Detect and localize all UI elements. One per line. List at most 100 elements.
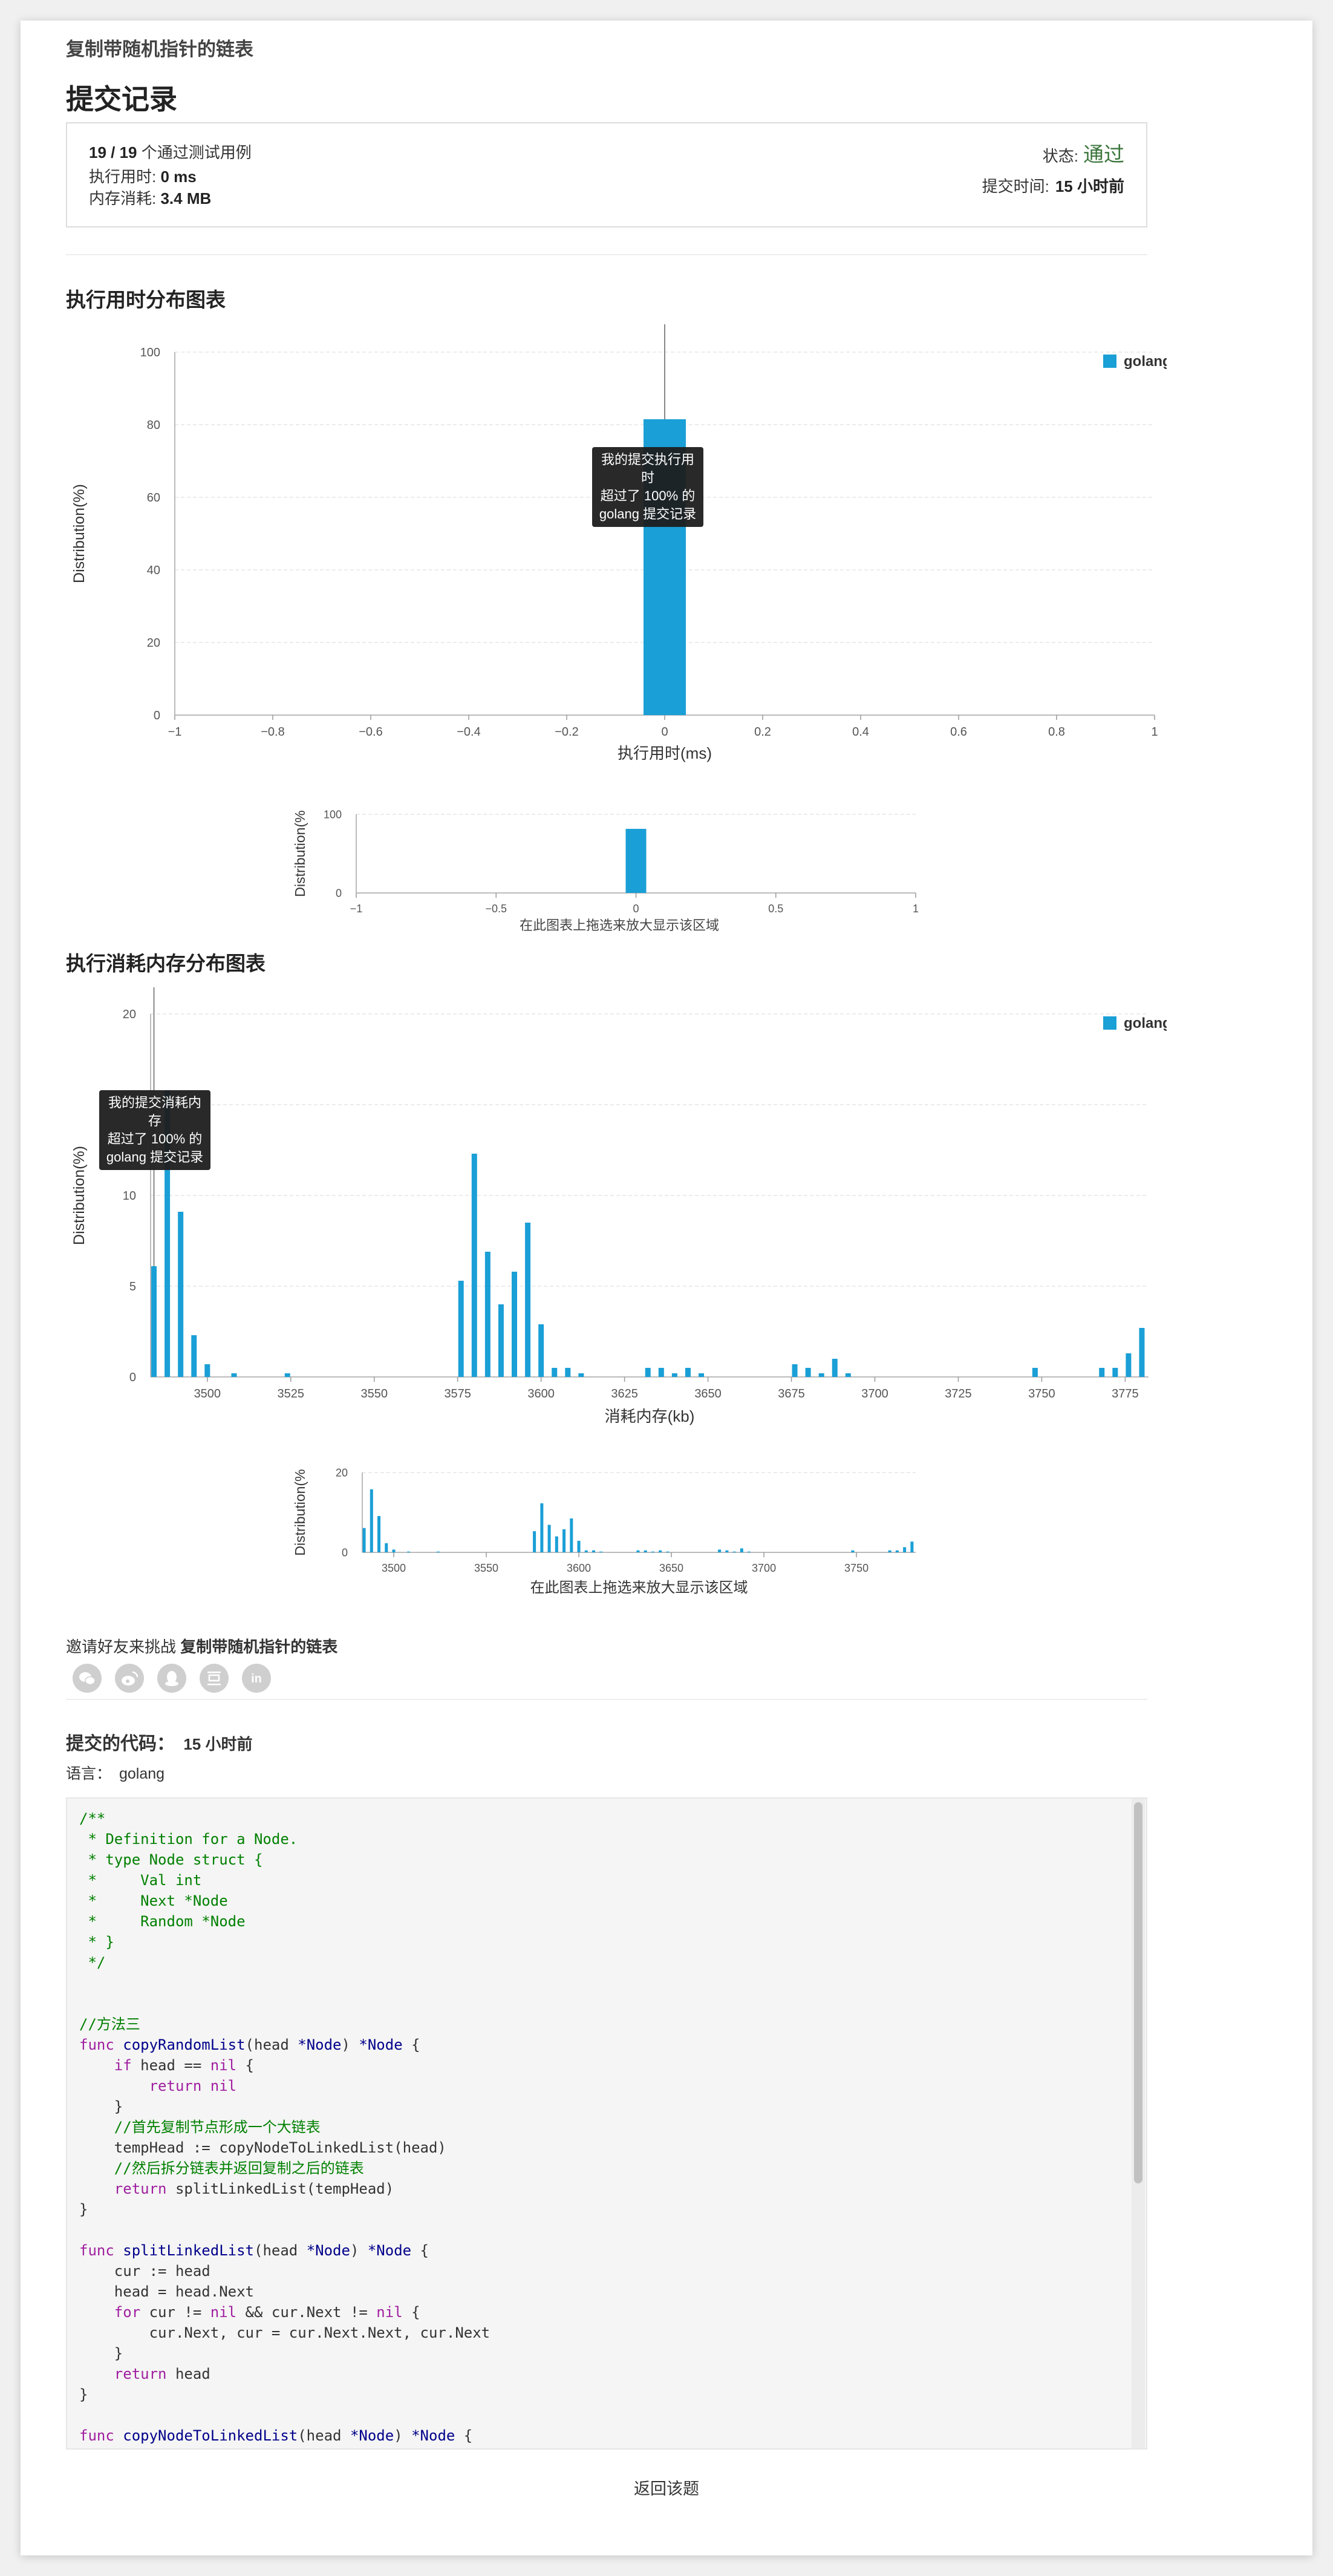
chart3-x-tick-label: 3650 [659,1562,683,1574]
memory-overview-chart[interactable]: 0 20 3500 3550 3600 3650 3700 3750 在此图表上拖选来放大显示该… [287,1448,952,1606]
chart2-legend-label: golang [1124,1015,1167,1031]
chart2-bar [1112,1368,1118,1377]
chart3-bar [659,1550,662,1552]
code-viewer[interactable]: /** * Definition for a Node. * type Node… [66,1797,1147,2450]
code-header: 提交的代码： 15 小时前 [66,1728,253,1755]
chart2-bar [818,1373,824,1377]
chart0-x-tick-label: −0.2 [555,725,578,739]
code-line: cur.Next, cur = cur.Next.Next, cur.Next [79,2324,491,2341]
code-line: if head == nil { [114,2057,255,2074]
chart2-x-tick-label: 3550 [360,1387,388,1401]
code-line: /** [79,1810,106,1827]
code-title: 提交的代码： [66,1734,175,1754]
chart2-bar [832,1359,838,1377]
language-row: 语言： golang [66,1762,165,1783]
chart3-bar [851,1550,855,1552]
memory-chart-title: 执行消耗内存分布图表 [66,952,266,975]
code-line: func copyNodeToLinkedList(head *Node) *N… [79,2427,473,2444]
back-to-problem-link[interactable]: 返回该题 [634,2480,699,2498]
chart0-y-tick-label: 100 [140,346,160,359]
chart3-x-tick-label: 3700 [752,1562,776,1574]
chart2-bar [552,1368,558,1377]
chart3-bar [540,1503,544,1552]
passed-suffix: 个通过测试用例 [137,143,252,162]
problem-title[interactable]: 复制带随机指针的链表 [66,39,253,60]
qq-icon[interactable] [157,1664,186,1693]
chart2-bar [578,1373,584,1377]
code-line [79,2405,490,2425]
chart0-x-tick-label: −1 [168,725,182,739]
divider [66,1699,1147,1700]
chart2-bar [498,1304,504,1377]
chart0-y-tick-label: 60 [147,491,160,505]
chart2-x-tick-label: 3625 [611,1387,638,1401]
code-line: } [79,2386,88,2403]
divider [66,254,1147,255]
memory-tooltip-line-2: 超过了 100% 的 [107,1131,203,1146]
chart3-bar [570,1518,573,1552]
runtime-overview-chart[interactable]: 0 100 −1 −0.5 0 0.5 1 Distribution(% [287,789,952,934]
chart3-bar [740,1548,743,1552]
chart2-bar [1139,1328,1145,1377]
code-line: * Random *Node [79,1913,246,1930]
chart0-legend-label: golang [1124,353,1167,370]
wechat-icon[interactable] [73,1664,102,1693]
passed-count: 19 / 19 [89,143,137,162]
chart2-bar [658,1368,664,1377]
code-line: //然后拆分链表并返回复制之后的链表 [79,2160,364,2177]
submit-time-value: 15 小时前 [1055,177,1124,195]
runtime-chart[interactable]: 0 20 40 60 80 100 −1 −0.8 −0.6 −0.4 −0.2 0 0.2 0.4 0.6… [66,323,1167,783]
status-row: 状态: 通过 [1043,138,1124,168]
chart0-y-tick-label: 40 [147,564,160,577]
memory-tooltip-line-3: golang 提交记录 [106,1149,204,1165]
code-line: */ [79,1954,106,1971]
code-line: for cur != nil && cur.Next != nil { [114,2304,420,2321]
chart2-bar [1126,1353,1132,1377]
chart2-bar [284,1373,290,1377]
weibo-icon[interactable] [115,1664,144,1693]
chart2-y-tick-label: 10 [123,1189,136,1203]
code-scrollbar-thumb[interactable] [1134,1802,1142,2183]
chart2-x-tick-label: 3725 [945,1387,972,1401]
chart0-x-tick-label: −0.6 [359,725,382,739]
submission-summary-panel: 19 / 19 个通过测试用例 执行用时: 0 ms 内存消耗: 3.4 MB … [66,122,1147,227]
memory-chart[interactable]: 0510152035003525355035753600362536503675… [66,987,1167,1435]
chart2-y-axis-label: Distribution(%) [71,1146,88,1245]
chart1-x-tick-label: −0.5 [485,903,507,915]
code-line: cur := head [79,2446,490,2448]
chart3-x-tick-label: 3600 [567,1562,591,1574]
code-line: * Val int [79,1872,202,1889]
chart2-bar [1032,1368,1038,1377]
code-content[interactable]: /** * Definition for a Node. * type Node… [79,1808,491,2448]
share-invite: 邀请好友来挑战 复制带随机指针的链表 [66,1635,337,1657]
code-line: func splitLinkedList(head *Node) *Node { [79,2242,429,2259]
chart3-bar [547,1525,551,1552]
linkedin-icon[interactable]: in [242,1664,271,1693]
chart3-y-tick-label: 0 [342,1546,348,1558]
chart3-bar [562,1529,566,1552]
chart1-y-axis-label: Distribution(% [292,810,308,897]
chart2-y-tick-label: 20 [123,1008,136,1021]
chart3-x-tick-label: 3750 [844,1562,869,1574]
chart0-x-tick-label: 0.2 [754,725,771,739]
chart2-x-tick-label: 3675 [778,1387,805,1401]
chart0-legend-swatch [1103,355,1116,368]
chart3-bar [584,1550,588,1552]
chart2-x-tick-label: 3500 [194,1387,221,1401]
chart2-bar [231,1373,237,1377]
chart3-y-tick-label: 20 [336,1466,348,1479]
status-label: 状态: [1042,147,1078,165]
runtime-tooltip-line-1: 我的提交执行用时 [601,452,694,485]
code-line [79,2220,490,2240]
chart2-x-axis-label: 消耗内存(kb) [605,1407,695,1425]
chart3-bar [377,1515,381,1552]
memory-label: 内存消耗: [89,189,161,208]
submit-time-label: 提交时间: [982,177,1049,195]
chart0-y-tick-label: 80 [147,419,160,432]
share-problem[interactable]: 复制带随机指针的链表 [180,1638,338,1656]
share-prefix: 邀请好友来挑战 [66,1638,181,1656]
douban-icon[interactable] [200,1664,229,1693]
code-line: tempHead := copyNodeToLinkedList(head) [79,2139,446,2156]
runtime-brush-hint: 在此图表上拖选来放大显示该区域 [519,918,719,933]
chart3-bar [903,1547,907,1552]
